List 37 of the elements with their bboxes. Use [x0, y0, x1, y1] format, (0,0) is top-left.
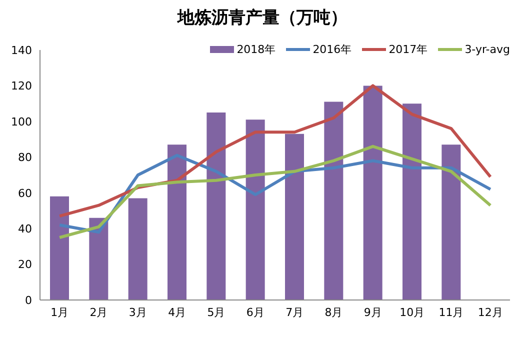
line-series — [58, 84, 492, 218]
y-tick-label: 80 — [18, 151, 32, 164]
y-tick-label: 20 — [18, 258, 32, 272]
x-tick-label: 7月 — [286, 306, 304, 319]
bar — [285, 134, 304, 300]
bar — [50, 196, 69, 300]
legend-label: 3-yr-avg — [464, 43, 510, 56]
x-tick-label: 6月 — [246, 306, 264, 319]
legend-label: 2018年 — [236, 42, 276, 57]
legend-label: 2016年 — [312, 42, 352, 57]
legend-label: 2017年 — [388, 42, 428, 57]
bar — [89, 218, 108, 300]
x-tick-label: 10月 — [400, 306, 425, 319]
x-tick-label: 3月 — [128, 306, 147, 319]
bar — [246, 120, 265, 300]
chart-title: 地炼沥青产量（万吨） — [176, 7, 348, 30]
bar — [442, 144, 461, 300]
x-tick-label: 11月 — [438, 306, 464, 319]
x-tick-label: 5月 — [207, 306, 226, 319]
y-tick-label: 0 — [25, 294, 32, 307]
y-tick-label: 60 — [18, 186, 32, 200]
bar — [324, 102, 344, 300]
bar — [402, 104, 422, 300]
y-tick-label: 120 — [11, 80, 32, 93]
bar — [363, 86, 382, 300]
bar — [206, 112, 226, 300]
x-tick-label: 2月 — [90, 306, 108, 319]
x-tick-label: 12月 — [478, 306, 503, 319]
x-tick-label: 9月 — [364, 306, 382, 319]
y-tick-label: 100 — [11, 115, 32, 128]
x-tick-label: 1月 — [50, 306, 69, 319]
x-tick-label: 8月 — [324, 306, 343, 319]
bar — [168, 144, 186, 300]
y-tick-label: 40 — [18, 222, 32, 236]
bar — [128, 198, 148, 300]
y-tick-label: 140 — [11, 44, 32, 57]
x-tick-label: 4月 — [168, 306, 186, 319]
